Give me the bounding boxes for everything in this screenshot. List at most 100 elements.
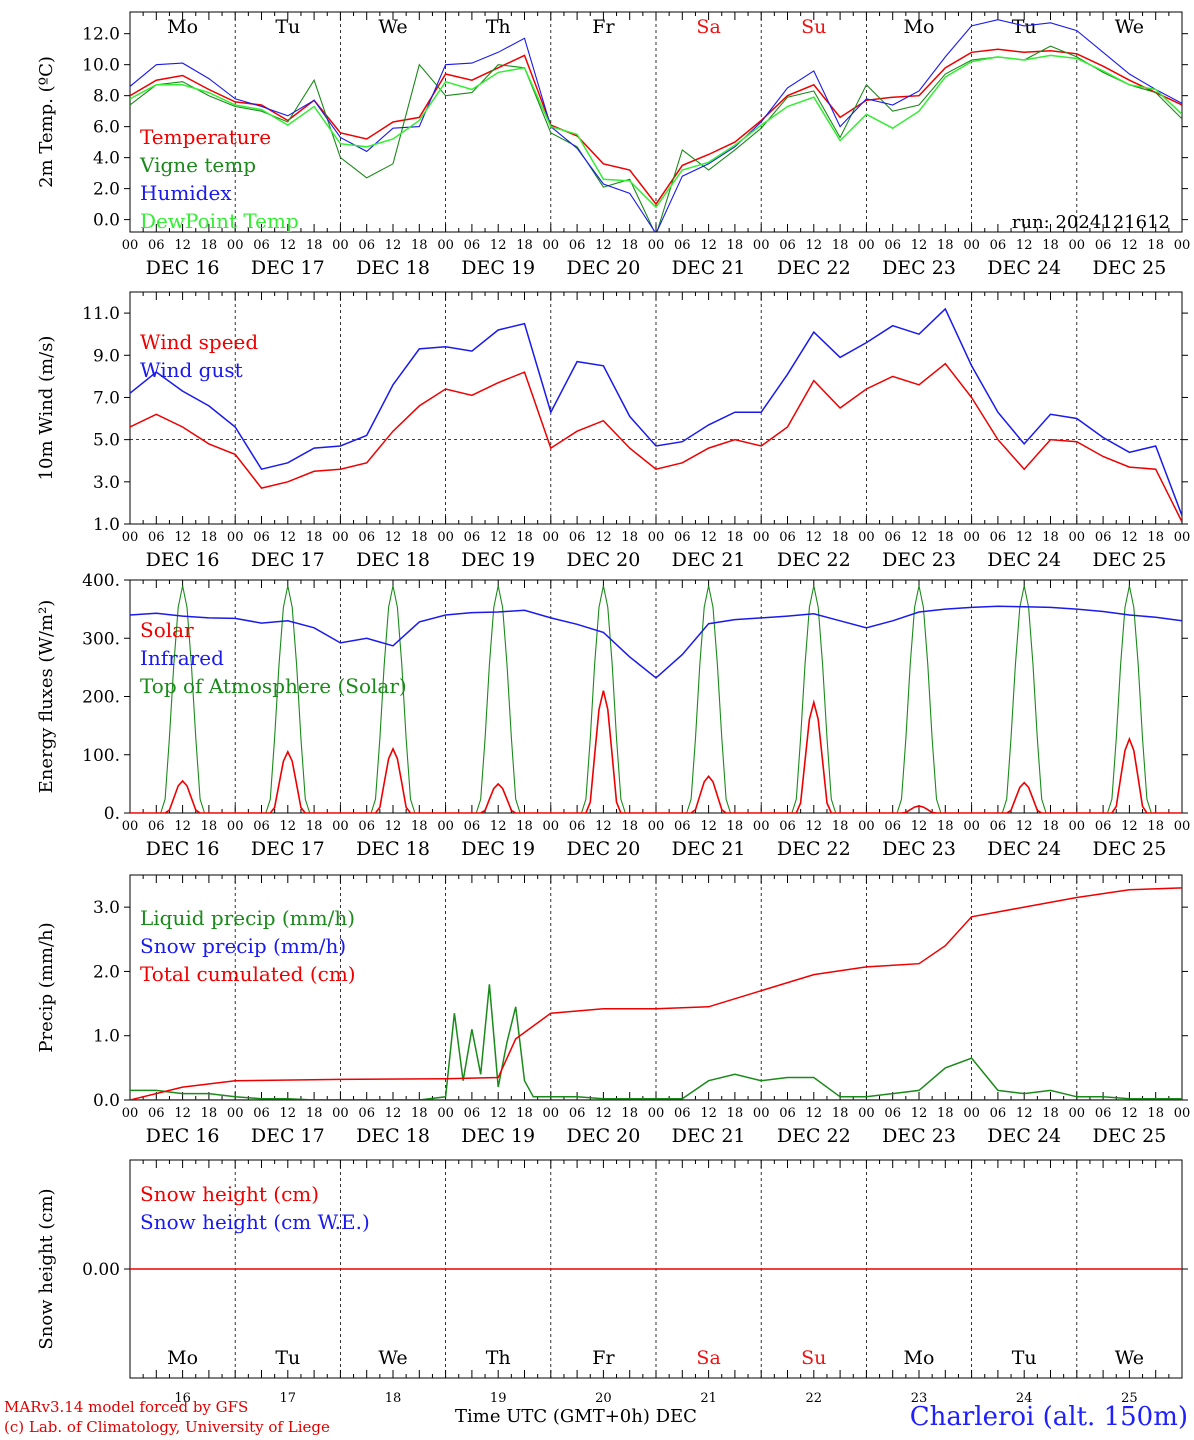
hour-tick-label: 18: [727, 1106, 744, 1121]
hour-tick-label: 18: [621, 530, 638, 545]
weekday-label: Th: [486, 1347, 511, 1369]
y-tick-label: 300.: [82, 629, 120, 649]
hour-tick-label: 06: [148, 819, 165, 834]
legend-entry: DewPoint Temp: [140, 209, 299, 233]
hour-tick-label: 06: [1095, 819, 1112, 834]
hour-tick-label: 12: [595, 819, 612, 834]
weekday-label: Tu: [1012, 16, 1037, 38]
hour-tick-label: 18: [1042, 1106, 1059, 1121]
hour-tick-label: 12: [595, 238, 612, 253]
hour-tick-label: 06: [464, 1106, 481, 1121]
date-label: DEC 20: [566, 838, 640, 860]
hour-tick-label: 18: [516, 530, 533, 545]
weekday-label: Mo: [904, 16, 935, 38]
hour-tick-label: 12: [806, 1106, 823, 1121]
date-label: DEC 20: [566, 549, 640, 571]
y-tick-label: 100.: [82, 746, 120, 766]
date-label: DEC 23: [882, 838, 956, 860]
hour-tick-label: 18: [1042, 238, 1059, 253]
y-tick-label: 9.0: [93, 346, 120, 366]
hour-tick-label: 18: [1147, 1106, 1164, 1121]
hour-tick-label: 12: [1121, 530, 1138, 545]
hour-tick-label: 00: [1069, 1106, 1086, 1121]
hour-tick-label: 18: [306, 819, 323, 834]
series-dewpoint-temp: [130, 54, 1182, 209]
hour-tick-label: 00: [1069, 238, 1086, 253]
hour-tick-label: 00: [543, 1106, 560, 1121]
hour-tick-label: 12: [700, 530, 717, 545]
hour-tick-label: 00: [648, 1106, 665, 1121]
hour-tick-label: 00: [753, 819, 770, 834]
hour-tick-label: 12: [595, 1106, 612, 1121]
y-tick-label: 1.0: [93, 1027, 120, 1047]
y-tick-label: 0.0: [93, 1091, 120, 1111]
hour-tick-label: 06: [148, 238, 165, 253]
legend-entry: Wind speed: [140, 330, 258, 354]
hour-tick-label: 06: [990, 819, 1007, 834]
hour-tick-label: 00: [122, 530, 139, 545]
series-wind-gust: [130, 307, 1182, 516]
day-number: 16: [174, 1391, 191, 1406]
hour-tick-label: 06: [569, 238, 586, 253]
hour-tick-label: 12: [280, 1106, 297, 1121]
y-tick-label: 0.: [104, 804, 120, 824]
time-axis-title: Time UTC (GMT+0h) DEC: [455, 1406, 697, 1427]
day-number: 23: [911, 1391, 928, 1406]
hour-tick-label: 18: [1042, 819, 1059, 834]
hour-tick-label: 12: [1121, 1106, 1138, 1121]
date-label: DEC 18: [356, 257, 430, 279]
hour-tick-label: 12: [1016, 1106, 1033, 1121]
hour-tick-label: 00: [332, 530, 349, 545]
legend-entry: Total cumulated (cm): [140, 962, 356, 986]
model-credit: MARv3.14 model forced by GFS: [4, 1398, 249, 1416]
legend-entry: Infrared: [140, 646, 224, 670]
hour-tick-label: 06: [464, 530, 481, 545]
hour-tick-label: 00: [858, 530, 875, 545]
hour-tick-label: 12: [806, 530, 823, 545]
date-label: DEC 17: [251, 838, 325, 860]
date-label: DEC 19: [461, 838, 535, 860]
hour-tick-label: 12: [1121, 238, 1138, 253]
date-label: DEC 25: [1092, 1125, 1166, 1147]
y-axis-label: Snow height (cm): [36, 1188, 57, 1349]
hour-tick-label: 18: [516, 238, 533, 253]
series-solar: [130, 690, 1182, 813]
series-wind-speed: [130, 362, 1182, 523]
hour-tick-label: 00: [1174, 238, 1191, 253]
date-label: DEC 19: [461, 549, 535, 571]
hour-tick-label: 06: [358, 238, 375, 253]
hour-tick-label: 06: [779, 530, 796, 545]
hour-tick-label: 06: [674, 819, 691, 834]
date-label: DEC 25: [1092, 257, 1166, 279]
hour-tick-label: 06: [253, 238, 270, 253]
hour-tick-label: 12: [1016, 819, 1033, 834]
hour-tick-label: 18: [937, 530, 954, 545]
hour-tick-label: 00: [1174, 819, 1191, 834]
hour-tick-label: 18: [1147, 238, 1164, 253]
hour-tick-label: 12: [385, 819, 402, 834]
y-tick-label: 2.0: [93, 180, 120, 200]
day-number: 24: [1016, 1391, 1033, 1406]
hour-tick-label: 00: [1174, 1106, 1191, 1121]
hour-tick-label: 18: [937, 238, 954, 253]
hour-tick-label: 12: [595, 530, 612, 545]
hour-tick-label: 12: [385, 1106, 402, 1121]
hour-tick-label: 18: [306, 530, 323, 545]
hour-tick-label: 06: [674, 238, 691, 253]
hour-tick-label: 18: [516, 1106, 533, 1121]
hour-tick-label: 00: [332, 238, 349, 253]
y-tick-label: 10.0: [82, 56, 120, 76]
day-number: 19: [490, 1391, 507, 1406]
hour-tick-label: 18: [1147, 530, 1164, 545]
hour-tick-label: 06: [674, 1106, 691, 1121]
date-label: DEC 18: [356, 1125, 430, 1147]
series-infrared: [130, 605, 1182, 679]
hour-tick-label: 00: [858, 1106, 875, 1121]
hour-tick-label: 00: [332, 1106, 349, 1121]
hour-tick-label: 12: [490, 238, 507, 253]
hour-tick-label: 06: [358, 1106, 375, 1121]
date-label: DEC 24: [987, 1125, 1061, 1147]
day-number: 20: [595, 1391, 612, 1406]
day-number: 18: [385, 1391, 402, 1406]
hour-tick-label: 06: [148, 1106, 165, 1121]
